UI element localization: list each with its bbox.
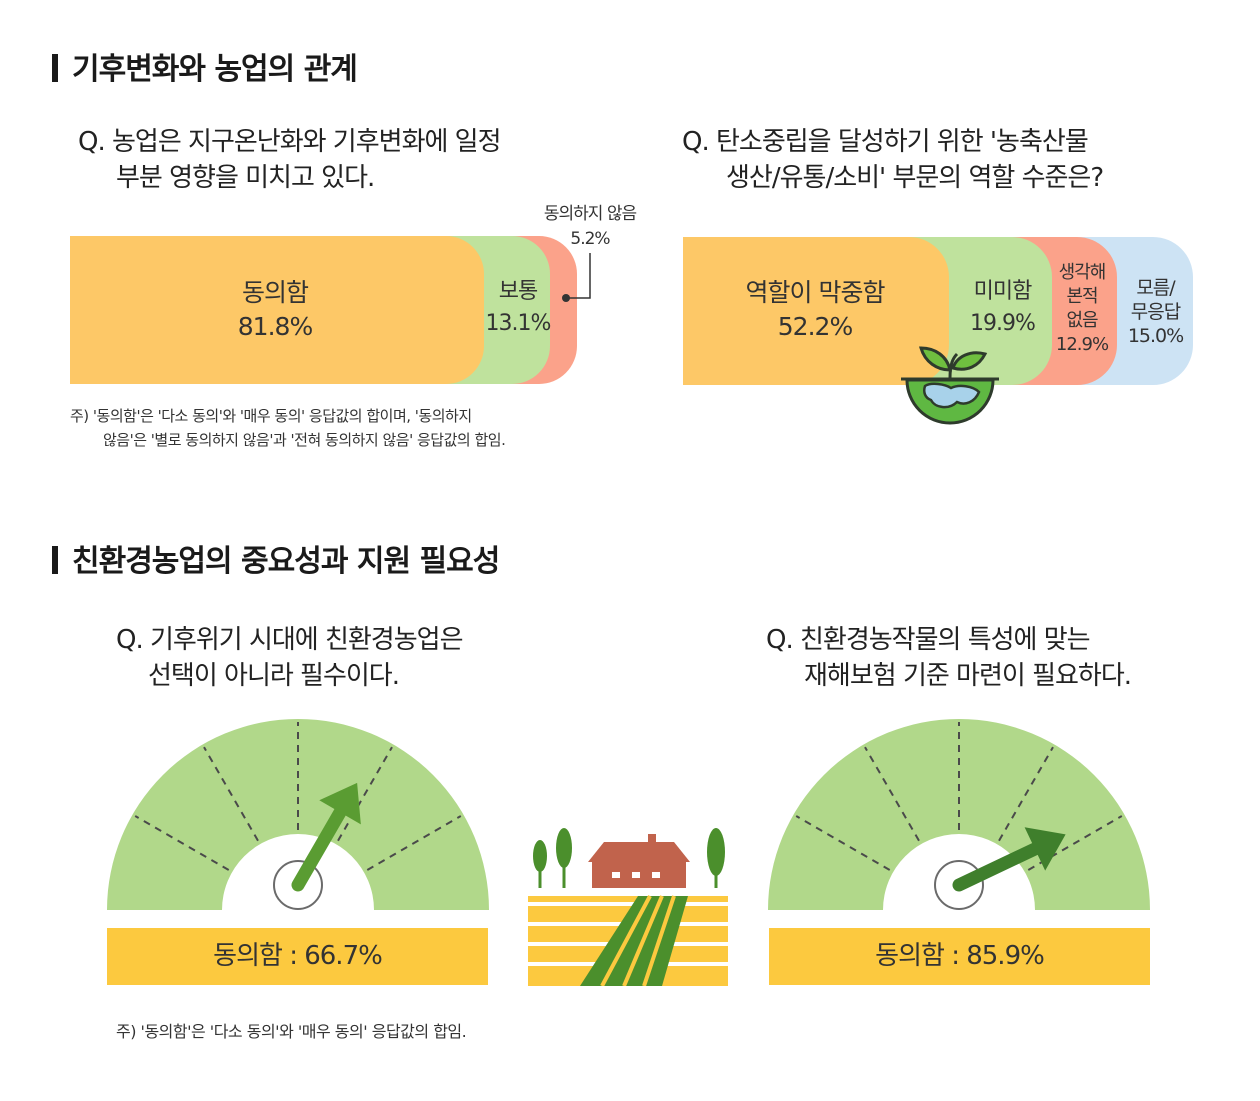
segment-label: 보통 (498, 279, 538, 304)
segment-value: 13.1% (485, 311, 552, 336)
farm-icon (528, 828, 728, 986)
needle-shaft (291, 795, 353, 892)
chart4-result-badge: 동의함 : 85.9% (769, 928, 1150, 985)
badge-text: 동의함 : 85.9% (875, 941, 1045, 971)
chart1-label-disagree: 동의하지 않음 5.2% (515, 202, 665, 252)
gauge-needle-arrow (952, 827, 1066, 892)
chart2-question: Q. 탄소중립을 달성하기 위한 '농축산물 생산/유통/소비' 부문의 역할 … (682, 124, 1104, 196)
question-line: 선택이 아니라 필수이다. (148, 661, 400, 691)
chart4-question: Q. 친환경농작물의 특성에 맞는 재해보험 기준 마련이 필요하다. (766, 622, 1132, 694)
chart1-stacked-bar (70, 236, 577, 384)
gauge-tick (337, 746, 393, 842)
note-line: 않음'은 '별로 동의하지 않음'과 '전혀 동의하지 않음' 응답값의 합임. (103, 431, 506, 449)
section-title-text: 기후변화와 농업의 관계 (72, 52, 358, 87)
note-line: 주) '동의함'은 '다소 동의'와 '매우 동의' 응답값의 합이며, '동의… (70, 407, 472, 425)
needle-head (1024, 827, 1066, 871)
chart2-stacked-bar (683, 237, 1193, 385)
title-marker (52, 546, 58, 574)
chart2-label-minor: 미미함 19.9% (955, 276, 1050, 340)
gauge-tick (795, 815, 891, 871)
bar-left-square-corners (70, 236, 110, 384)
gauge-tick (864, 746, 920, 842)
chart3-question: Q. 기후위기 시대에 친환경농업은 선택이 아니라 필수이다. (116, 622, 463, 694)
gauge-tick (134, 815, 230, 871)
section-title-eco: 친환경농업의 중요성과 지원 필요성 (52, 536, 500, 580)
gauge-tick (203, 746, 259, 842)
bar-left-square-corners (683, 237, 725, 385)
section-title-climate: 기후변화와 농업의 관계 (52, 44, 358, 88)
gauge-tick (998, 746, 1054, 842)
needle-head (319, 782, 361, 825)
footnote-text: 주) '동의함'은 '다소 동의'와 '매우 동의' 응답값의 합임. (116, 1022, 467, 1041)
chart4-gauge (768, 719, 1150, 910)
chart2-label-crucial: 역할이 막중함 52.2% (720, 276, 910, 344)
question-line: 생산/유통/소비' 부문의 역할 수준은? (726, 163, 1104, 193)
footnote: 주) '동의함'은 '다소 동의'와 '매우 동의' 응답값의 합임. (116, 1020, 467, 1044)
section-title-text: 친환경농업의 중요성과 지원 필요성 (72, 544, 500, 579)
segment-label: 미미함 (973, 279, 1033, 304)
segment-crucial (683, 237, 949, 385)
chart2-label-unknown: 모름/ 무응답 15.0% (1118, 276, 1193, 348)
segment-label: 동의하지 않음 (543, 204, 637, 224)
segment-label: 없음 (1066, 310, 1098, 331)
chart1-note: 주) '동의함'은 '다소 동의'와 '매우 동의' 응답값의 합이며, '동의… (70, 404, 506, 452)
segment-value: 52.2% (777, 312, 853, 341)
gauge-needle-arrow (291, 782, 361, 892)
question-line: Q. 친환경농작물의 특성에 맞는 (766, 625, 1091, 655)
segment-label: 동의함 (241, 278, 309, 307)
chart2-label-never-thought: 생각해 본적 없음 12.9% (1048, 261, 1116, 357)
question-line: 재해보험 기준 마련이 필요하다. (804, 661, 1132, 691)
title-marker (52, 54, 58, 82)
segment-value: 12.9% (1055, 334, 1109, 355)
question-line: Q. 농업은 지구온난화와 기후변화에 일정 (78, 127, 502, 157)
chart1-question: Q. 농업은 지구온난화와 기후변화에 일정 부분 영향을 미치고 있다. (78, 124, 502, 196)
segment-value: 5.2% (570, 229, 610, 249)
segment-value: 81.8% (237, 312, 313, 341)
segment-label: 모름/ (1136, 277, 1175, 299)
segment-value: 19.9% (970, 311, 1036, 336)
segment-label: 역할이 막중함 (745, 278, 886, 307)
segment-label: 무응답 (1130, 301, 1181, 323)
chart1-label-neutral: 보통 13.1% (478, 276, 558, 340)
gauge-tick-lines (795, 722, 1123, 871)
segment-agree (70, 236, 484, 384)
needle-shaft (952, 837, 1053, 892)
chart3-gauge (107, 719, 489, 910)
question-line: Q. 기후위기 시대에 친환경농업은 (116, 625, 463, 655)
chart1-label-agree: 동의함 81.8% (200, 276, 350, 344)
question-line: 부분 영향을 미치고 있다. (116, 163, 375, 193)
badge-text: 동의함 : 66.7% (213, 941, 383, 971)
segment-label: 본적 (1066, 286, 1098, 307)
segment-label: 생각해 (1058, 262, 1107, 283)
chart1-leader-line (562, 253, 591, 302)
gauge-tick-lines (134, 722, 462, 871)
question-line: Q. 탄소중립을 달성하기 위한 '농축산물 (682, 127, 1089, 157)
chart3-result-badge: 동의함 : 66.7% (107, 928, 488, 985)
earth-sprout-icon (901, 346, 999, 425)
segment-value: 15.0% (1127, 325, 1184, 347)
gauge-tick (366, 815, 462, 871)
